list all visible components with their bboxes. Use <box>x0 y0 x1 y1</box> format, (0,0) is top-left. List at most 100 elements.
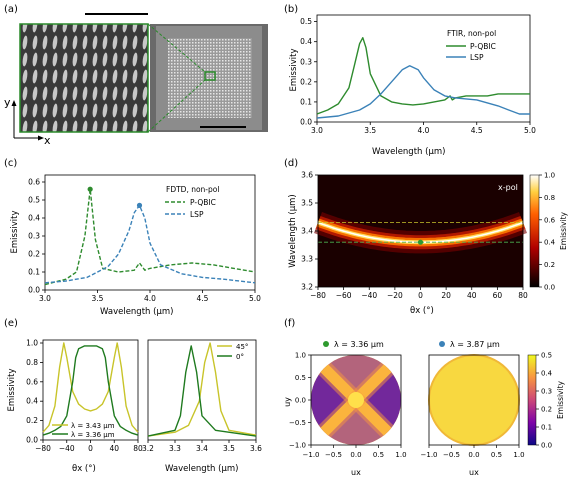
legend-b: FTIR, non-pol P-QBIC LSP <box>446 29 496 62</box>
b-ytick-label: 0.1 <box>300 97 312 106</box>
d-ytick-label: 3.4 <box>301 227 313 236</box>
colorbar-ticks-f: 0.0 0.1 0.2 0.3 0.4 0.5 <box>536 352 553 450</box>
colorbar-f-tick-label: 0.5 <box>541 352 552 360</box>
f-ytick-label: 1.0 <box>295 352 306 360</box>
legend-e-left: λ = 3.43 μm λ = 3.36 μm <box>52 422 115 439</box>
reference-lines-d <box>318 222 523 245</box>
c-ytick-label: 0.2 <box>28 250 40 259</box>
d-xtick-label: 60 <box>493 291 503 300</box>
f-ytick-label: 0.0 <box>295 397 306 405</box>
ylabel-b: Emissivity <box>289 49 299 92</box>
series-group-b <box>317 37 530 119</box>
zoom-region-marker <box>204 71 216 81</box>
xlabel-e-right: Wavelength (μm) <box>165 464 238 474</box>
b-xtick-label: 4.0 <box>418 126 430 135</box>
xlabel-f-left: ux <box>351 468 361 477</box>
d-ytick-label: 3.6 <box>301 171 313 180</box>
panel-f-letter: (f) <box>284 318 295 329</box>
panel-b: (b) 3.0 3.5 4.0 4.5 5.0 0.0 0.1 0.2 0.3 0.4 0.5 W… <box>284 4 536 157</box>
f-xtick-label: 1.0 <box>395 451 406 459</box>
kspace-map-right <box>428 354 520 446</box>
f-xtick-label: 0.5 <box>491 451 502 459</box>
colorbar-f-tick-label: 0.1 <box>541 424 552 432</box>
d-xtick-label: 20 <box>441 291 451 300</box>
legend-c: FDTD, non-pol P-QBIC LSP <box>165 185 219 219</box>
f-xtick-label: −0.5 <box>443 451 460 459</box>
xlabel-e-left: θx (°) <box>72 464 96 474</box>
e-left-xtick-label: 0 <box>88 444 93 453</box>
b-xtick-label: 4.5 <box>471 126 483 135</box>
x-ticks-b: 3.0 3.5 4.0 4.5 5.0 <box>311 122 536 135</box>
legend-e-left-label-2: λ = 3.36 μm <box>71 431 115 439</box>
zoom-line-bottom <box>147 79 206 133</box>
e-ytick-label: 0.2 <box>26 416 38 425</box>
e-left-xtick-label: −40 <box>59 444 75 453</box>
colorbar-d-tick-label: 0.8 <box>544 194 555 202</box>
d-xtick-label: −20 <box>387 291 403 300</box>
legend-e-right: 45° 0° <box>217 343 248 361</box>
d-xtick-label: 40 <box>467 291 477 300</box>
e-ytick-label: 0.0 <box>26 436 38 445</box>
panel-c-letter: (c) <box>4 158 17 169</box>
c-ytick-label: 0.6 <box>28 178 40 187</box>
ticks-e: −80 −40 0 40 80 3.2 3.3 3.4 3.5 3.6 0.0 0.2 0.4 0.6 0.… <box>26 339 262 454</box>
ylabel-c: Emissivity <box>10 211 20 254</box>
panel-f: (f) λ = 3.36 μm λ = 3.87 μm <box>283 318 565 477</box>
axis-x-label: x <box>44 134 51 147</box>
legend-title-c: FDTD, non-pol <box>166 185 219 194</box>
c-xtick-label: 4.5 <box>197 294 209 303</box>
c-xtick-label: 3.5 <box>92 294 104 303</box>
f-ytick-label: 0.5 <box>295 374 306 382</box>
marker-d <box>417 239 424 245</box>
colorbar-d-tick-label: 0.0 <box>544 284 555 292</box>
series-group-c <box>45 186 255 286</box>
d-ytick-label: 3.2 <box>301 283 313 292</box>
x-ticks-c: 3.0 3.5 4.0 4.5 5.0 <box>39 290 261 303</box>
b-ytick-label: 0.5 <box>300 17 312 26</box>
f-xtick-label: 0.0 <box>350 451 361 459</box>
panel-a-letter: (a) <box>4 4 18 15</box>
ylabel-e: Emissivity <box>7 369 17 412</box>
xlabel-d: θx (°) <box>410 306 434 316</box>
e-left-xtick-label: −80 <box>35 444 51 453</box>
series-line-lsp-c <box>45 204 255 284</box>
annotation-xpol: x-pol <box>498 183 518 192</box>
axes-indicator: y x <box>4 96 51 147</box>
legend-c-label-2: LSP <box>190 210 204 219</box>
b-xtick-label: 3.5 <box>364 126 376 135</box>
axis-y-label: y <box>4 96 11 109</box>
d-xtick-label: 0 <box>418 291 423 300</box>
c-xtick-label: 4.0 <box>144 294 156 303</box>
f-xtick-label: 0.5 <box>373 451 384 459</box>
marker-qbic-f <box>323 341 329 347</box>
y-ticks-d: 3.2 3.3 3.4 3.5 3.6 <box>301 171 318 292</box>
c-ytick-label: 0.4 <box>28 214 40 223</box>
e-right-xtick-label: 3.5 <box>223 444 235 453</box>
panel-e: (e) −80 −40 0 40 80 3.2 3.3 3.4 3.5 3.6 0.0 0.2 0.4 0… <box>4 318 262 474</box>
series-line-336-e <box>42 345 139 436</box>
e-left-xtick-label: 80 <box>133 444 143 453</box>
f-xtick-label: −1.0 <box>303 451 320 459</box>
colorbar-d-tick-label: 0.2 <box>544 261 555 269</box>
c-ytick-label: 0.5 <box>28 196 40 205</box>
d-xtick-label: −40 <box>361 291 377 300</box>
c-ytick-label: 0.3 <box>28 232 40 241</box>
d-ytick-label: 3.5 <box>301 199 313 208</box>
marker-lsp-f <box>439 341 445 347</box>
e-ytick-label: 1.0 <box>26 339 38 348</box>
colorbar-f <box>527 354 537 446</box>
colorbar-f-tick-label: 0.2 <box>541 406 552 414</box>
zoom-line-top <box>147 23 206 73</box>
c-ytick-label: 0.0 <box>28 286 40 295</box>
legend-b-label-2: LSP <box>470 53 484 62</box>
colorbar-ticks-d: 0.0 0.2 0.4 0.6 0.8 1.0 <box>539 172 556 292</box>
legend-e-right-label-2: 0° <box>236 353 244 361</box>
panel-c: (c) 3.0 3.5 4.0 4.5 5.0 0.00.10.20.30.40.50.… <box>4 158 261 317</box>
colorbar-d-tick-label: 0.4 <box>544 239 556 247</box>
series-group-e <box>42 342 257 437</box>
panel-e-letter: (e) <box>4 318 18 329</box>
f-xtick-label: −1.0 <box>421 451 438 459</box>
xlabel-b: Wavelength (μm) <box>372 147 445 157</box>
x-ticks-d: −80 −60 −40 −20 0 20 40 60 80 <box>310 287 528 300</box>
e-right-xtick-label: 3.2 <box>142 444 154 453</box>
